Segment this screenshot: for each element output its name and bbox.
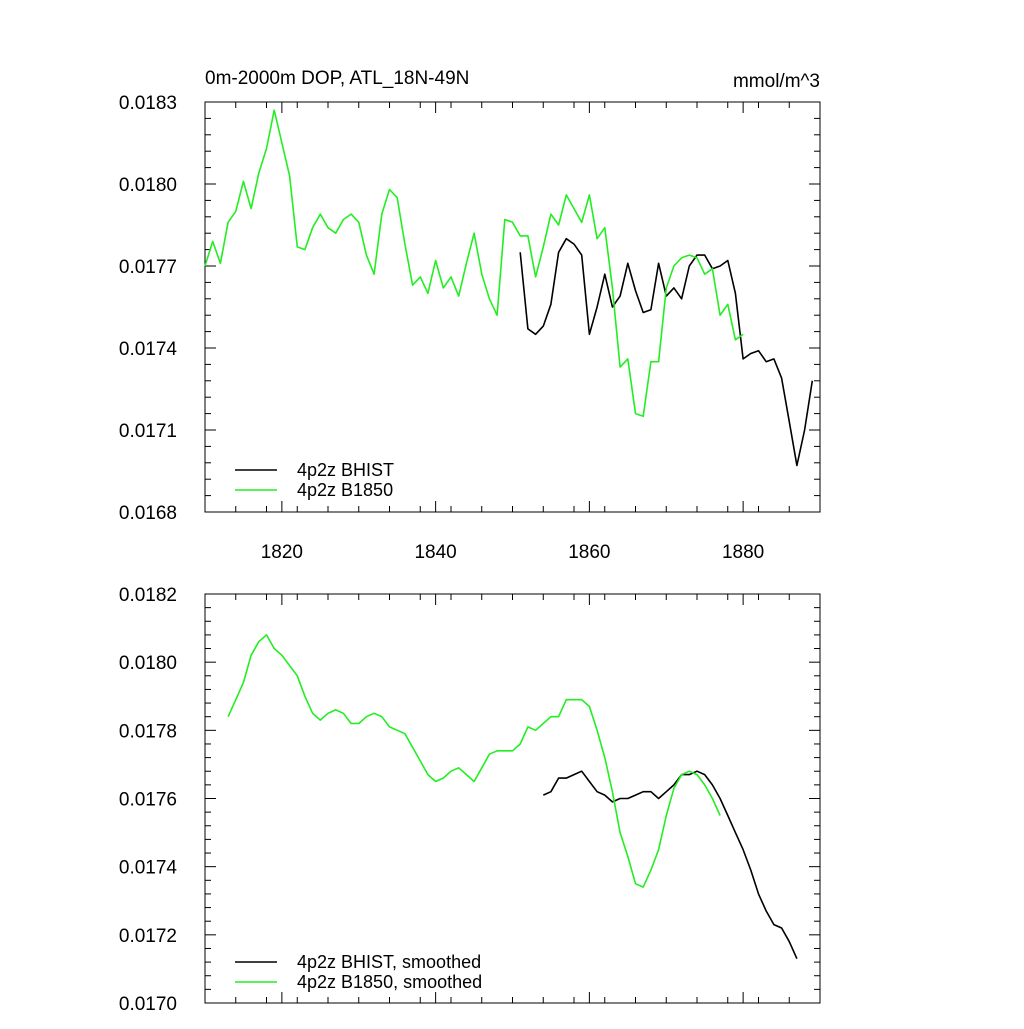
top-series-4p2z-b1850 [204,109,744,418]
y-tick-label: 0.0170 [119,994,177,1015]
y-tick-label: 0.0174 [119,339,178,360]
y-tick-label: 0.0174 [119,858,178,879]
top-legend-label-b1850: 4p2z B1850 [297,480,393,500]
bottom-series-4p2z-b1850-smoothed [227,634,721,888]
bottom-legend-label-b1850: 4p2z B1850, smoothed [297,972,482,992]
top-series-4p2z-bhist [519,237,814,467]
top-series [204,109,814,467]
y-tick-label: 0.0171 [119,421,177,442]
bottom-panel: 0.0170 0.0172 0.0174 0.0176 0.0178 0.0180 0.01… [119,585,821,1015]
top-panel: 0m-2000m DOP, ATL_18N-49N mmol/m^3 0.016… [119,68,821,563]
top-legend: 4p2z BHIST 4p2z B1850 [235,460,394,500]
top-legend-label-bhist: 4p2z BHIST [297,460,394,480]
top-units-label: mmol/m^3 [733,71,820,92]
y-tick-label: 0.0178 [119,721,177,742]
bottom-legend: 4p2z BHIST, smoothed 4p2z B1850, smoothe… [235,952,482,992]
y-tick-label: 0.0182 [119,585,177,606]
x-tick-label: 1840 [414,542,456,563]
y-tick-label: 0.0180 [119,653,177,674]
top-title: 0m-2000m DOP, ATL_18N-49N [205,68,469,89]
x-tick-label: 1860 [568,542,610,563]
y-tick-label: 0.0183 [119,93,177,114]
bottom-series-4p2z-bhist-smoothed [542,770,798,960]
bottom-series [227,634,798,960]
bottom-plot-frame [204,593,821,1004]
top-axis-ticks: 0.0168 0.0171 0.0174 0.0177 0.0180 0.0183 1820… [119,93,821,563]
bottom-axis-ticks: 0.0170 0.0172 0.0174 0.0176 0.0178 0.0180 0.01… [119,585,821,1015]
y-tick-label: 0.0176 [119,790,177,811]
y-tick-label: 0.0172 [119,926,177,947]
x-tick-label: 1880 [722,542,764,563]
y-tick-label: 0.0180 [119,175,177,196]
y-tick-label: 0.0177 [119,257,177,278]
x-tick-label: 1820 [261,542,303,563]
y-tick-label: 0.0168 [119,503,177,524]
bottom-legend-label-bhist: 4p2z BHIST, smoothed [297,952,481,972]
